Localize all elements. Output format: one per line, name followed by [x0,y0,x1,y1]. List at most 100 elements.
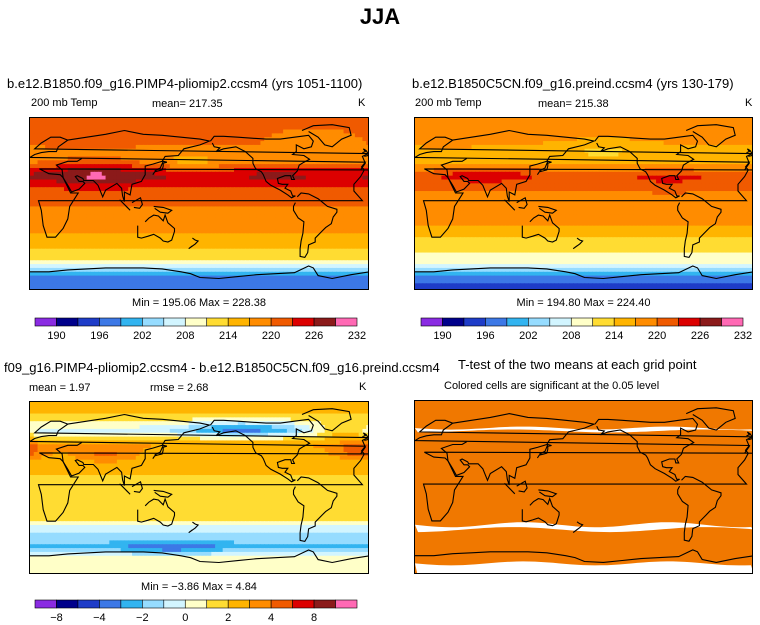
field-cell [667,129,672,134]
field-cell [275,194,280,200]
field-cell [215,191,220,196]
field-cell [546,144,552,150]
field-cell [305,144,311,150]
field-cell [599,152,604,158]
field-cell [222,233,228,238]
field-cell [317,271,322,277]
field-cell [203,129,209,134]
field-cell [135,179,141,184]
field-cell [539,118,544,123]
field-cell [147,167,152,173]
field-cell [30,179,35,184]
field-cell [328,244,333,250]
field-cell [192,179,197,184]
field-cell [207,287,212,289]
field-cell [200,175,205,181]
field-cell [302,187,307,192]
field-cell [64,217,69,223]
field-cell [109,248,114,254]
field-cell [52,287,58,289]
field-cell [30,252,35,257]
field-cell [298,121,303,127]
field-cell [305,187,311,192]
field-cell [294,264,299,269]
field-cell [309,202,314,208]
field-cell [211,244,216,250]
field-cell [339,271,345,277]
field-cell [90,183,95,188]
field-cell [30,248,35,254]
field-cell [71,148,76,154]
field-cell [430,152,435,158]
field-cell [60,256,65,261]
field-cell [75,156,80,161]
field-cell [554,121,559,127]
field-cell [641,129,646,134]
field-cell [490,129,495,134]
field-cell [546,129,552,134]
field-cell [52,260,58,265]
field-cell [196,129,201,134]
field-cell [226,279,231,284]
field-cell [98,237,103,242]
field-cell [731,118,736,123]
field-cell [218,264,224,269]
field-cell [347,279,352,284]
field-cell [309,133,314,138]
field-cell [475,152,480,158]
field-cell [33,267,39,273]
field-cell [686,121,691,127]
field-cell [667,118,672,123]
field-cell [271,241,277,246]
field-cell [52,121,58,127]
field-cell [173,175,178,181]
field-cell [573,137,578,142]
field-cell [241,229,246,234]
field-cell [286,210,292,215]
field-cell [437,137,442,142]
field-cell [415,125,420,131]
field-cell [196,267,201,273]
field-cell [708,133,714,138]
field-cell [98,221,103,227]
field-cell [45,125,50,131]
field-cell [230,275,235,281]
field-cell [203,260,209,265]
field-cell [101,175,107,181]
field-cell [294,252,299,257]
field-cell [196,152,201,158]
field-cell [268,260,273,265]
field-cell [573,121,578,127]
field-cell [147,121,152,127]
field-cell [497,125,503,131]
field-cell [147,179,152,184]
field-cell [275,125,280,131]
field-cell [339,210,345,215]
field-cell [200,179,205,184]
field-cell [279,221,284,227]
field-cell [708,125,714,131]
field-cell [37,148,42,154]
field-cell [347,229,352,234]
field-cell [324,279,330,284]
colorbar-tick-label: 202 [133,330,151,342]
field-cell [599,118,604,123]
field-cell [317,179,322,184]
field-cell [184,287,190,289]
field-cell [60,148,65,154]
field-cell [516,152,522,158]
field-cell [230,279,235,284]
field-cell [264,148,269,154]
field-cell [366,252,368,257]
field-cell [629,144,635,150]
field-cell [41,194,46,200]
field-cell [347,141,352,146]
field-cell [33,179,39,184]
field-cell [252,137,258,142]
field-cell [320,144,326,150]
coastline-layer [30,124,368,280]
field-cell [305,141,311,146]
field-cell [663,152,668,158]
field-cell [268,225,273,231]
field-cell [207,160,212,165]
